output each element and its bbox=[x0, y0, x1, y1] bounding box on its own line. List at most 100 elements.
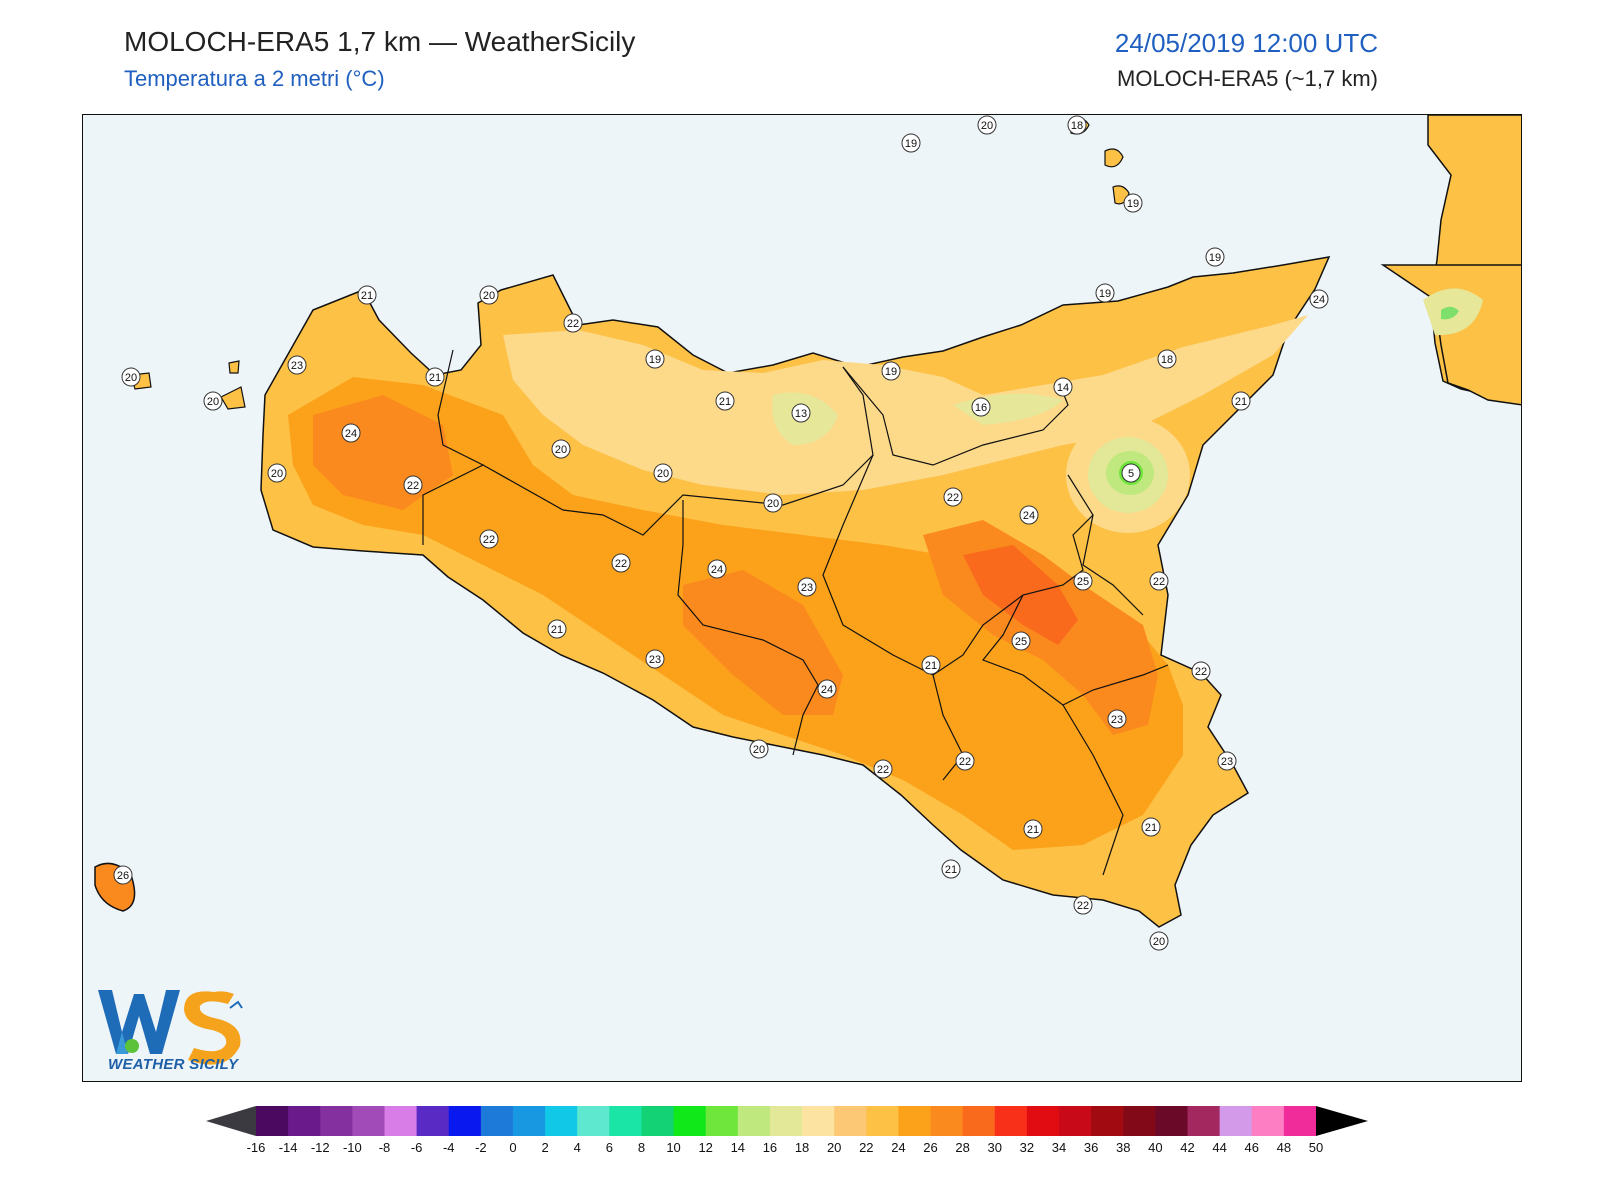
station-value: 21 bbox=[429, 372, 441, 384]
station-value: 20 bbox=[125, 372, 137, 384]
egadi-island-2 bbox=[220, 386, 246, 410]
colorbar-cell bbox=[352, 1106, 385, 1136]
station-marker: 21 bbox=[715, 391, 735, 411]
station-value: 20 bbox=[981, 120, 993, 132]
station-marker: 16 bbox=[971, 397, 991, 417]
colorbar-tick-label: 50 bbox=[1309, 1140, 1323, 1155]
station-marker: 22 bbox=[943, 487, 963, 507]
station-value: 19 bbox=[1099, 288, 1111, 300]
colorbar-cell bbox=[834, 1106, 867, 1136]
station-value: 20 bbox=[753, 744, 765, 756]
station-value: 22 bbox=[615, 558, 627, 570]
colorbar-tick-label: 24 bbox=[891, 1140, 905, 1155]
colorbar-tick-label: -14 bbox=[279, 1140, 298, 1155]
colorbar-tick-label: 20 bbox=[827, 1140, 841, 1155]
station-value: 22 bbox=[877, 764, 889, 776]
station-marker: 20 bbox=[479, 285, 499, 305]
colorbar-tick-label: 16 bbox=[763, 1140, 777, 1155]
colorbar-cell bbox=[512, 1106, 546, 1136]
station-value: 24 bbox=[711, 564, 723, 576]
station-value: 23 bbox=[649, 654, 661, 666]
station-value: 20 bbox=[1153, 936, 1165, 948]
colorbar-cell bbox=[1283, 1106, 1317, 1136]
station-markers: 20 18 19 19 19 24 19 18 21 20 22 23 21 19 20 20 24 21 13 19… bbox=[113, 115, 1329, 951]
station-value: 22 bbox=[407, 480, 419, 492]
station-value: 21 bbox=[1027, 824, 1039, 836]
station-value: 19 bbox=[1127, 198, 1139, 210]
station-value: 22 bbox=[1195, 666, 1207, 678]
station-value: 21 bbox=[945, 864, 957, 876]
colorbar-tick-label: -8 bbox=[379, 1140, 391, 1155]
colorbar-tick-label: -10 bbox=[343, 1140, 362, 1155]
station-value: 18 bbox=[1071, 120, 1083, 132]
station-marker: 19 bbox=[1095, 283, 1115, 303]
station-value: 24 bbox=[1313, 294, 1325, 306]
colorbar-arrow-high bbox=[1316, 1106, 1368, 1136]
colorbar-tick-label: 10 bbox=[666, 1140, 680, 1155]
colorbar-tick-label: 36 bbox=[1084, 1140, 1098, 1155]
station-marker: 22 bbox=[1149, 571, 1169, 591]
station-value: 21 bbox=[551, 624, 563, 636]
colorbar-tick-label: 8 bbox=[638, 1140, 645, 1155]
colorbar-tick-label: -16 bbox=[247, 1140, 266, 1155]
model-label: MOLOCH-ERA5 (~1,7 km) bbox=[1117, 66, 1378, 91]
colorbar-tick-label: 4 bbox=[574, 1140, 581, 1155]
station-marker: 25 bbox=[1073, 571, 1093, 591]
station-marker: 20 bbox=[653, 463, 673, 483]
station-marker: 21 bbox=[1023, 819, 1043, 839]
colorbar-cell bbox=[705, 1106, 739, 1136]
calabria-east bbox=[1380, 264, 1521, 406]
station-marker: 20 bbox=[267, 463, 287, 483]
station-value: 25 bbox=[1077, 576, 1089, 588]
station-value: 22 bbox=[1153, 576, 1165, 588]
station-value: 18 bbox=[1161, 354, 1173, 366]
station-marker: 20 bbox=[551, 439, 571, 459]
logo-caption: WEATHER SICILY bbox=[108, 1056, 239, 1073]
station-marker: 21 bbox=[921, 655, 941, 675]
colorbar-tick-label: 6 bbox=[606, 1140, 613, 1155]
station-value: 24 bbox=[345, 428, 357, 440]
colorbar-cell bbox=[480, 1106, 514, 1136]
station-value: 23 bbox=[1221, 756, 1233, 768]
colorbar-cell bbox=[320, 1106, 353, 1136]
station-marker: 24 bbox=[707, 559, 727, 579]
colorbar-cell bbox=[1155, 1106, 1189, 1136]
station-marker: 22 bbox=[873, 759, 893, 779]
station-marker: 20 bbox=[121, 367, 141, 387]
egadi-island-3 bbox=[228, 360, 240, 374]
colorbar-cell bbox=[769, 1106, 803, 1136]
forecast-datetime: 24/05/2019 12:00 UTC bbox=[1114, 28, 1378, 58]
station-marker: 13 bbox=[791, 403, 811, 423]
station-marker: 20 bbox=[1149, 931, 1169, 951]
station-value: 20 bbox=[483, 290, 495, 302]
station-value: 22 bbox=[959, 756, 971, 768]
colorbar-cell bbox=[962, 1106, 996, 1136]
colorbar-cell bbox=[994, 1106, 1028, 1136]
colorbar-tick-label: 0 bbox=[509, 1140, 516, 1155]
station-value: 20 bbox=[555, 444, 567, 456]
station-marker: 22 bbox=[611, 553, 631, 573]
station-value: 21 bbox=[719, 396, 731, 408]
station-marker: 20 bbox=[749, 739, 769, 759]
colorbar-cell bbox=[577, 1106, 610, 1136]
province-borders bbox=[422, 349, 1169, 876]
colorbar-tick-label: -12 bbox=[311, 1140, 330, 1155]
colorbar-tick-label: 34 bbox=[1052, 1140, 1066, 1155]
temperature-map: 20 18 19 19 19 24 19 18 21 20 22 23 21 19 20 20 24 21 13 19… bbox=[82, 114, 1522, 1082]
colorbar-cell bbox=[1026, 1106, 1060, 1136]
colorbar-tick-label: -4 bbox=[443, 1140, 455, 1155]
station-marker: 20 bbox=[763, 493, 783, 513]
station-marker: 26 bbox=[113, 865, 133, 885]
station-marker: 23 bbox=[287, 355, 307, 375]
station-value: 22 bbox=[567, 318, 579, 330]
station-marker: 21 bbox=[1231, 391, 1251, 411]
station-marker: 19 bbox=[645, 349, 665, 369]
colorbar-cell bbox=[866, 1106, 899, 1136]
station-marker: 22 bbox=[403, 475, 423, 495]
colorbar-cell bbox=[609, 1106, 642, 1136]
station-marker: 14 bbox=[1053, 377, 1073, 397]
colorbar-tick-label: 46 bbox=[1245, 1140, 1259, 1155]
station-value: 21 bbox=[925, 660, 937, 672]
station-value: 14 bbox=[1057, 382, 1069, 394]
station-marker: 24 bbox=[1309, 289, 1329, 309]
